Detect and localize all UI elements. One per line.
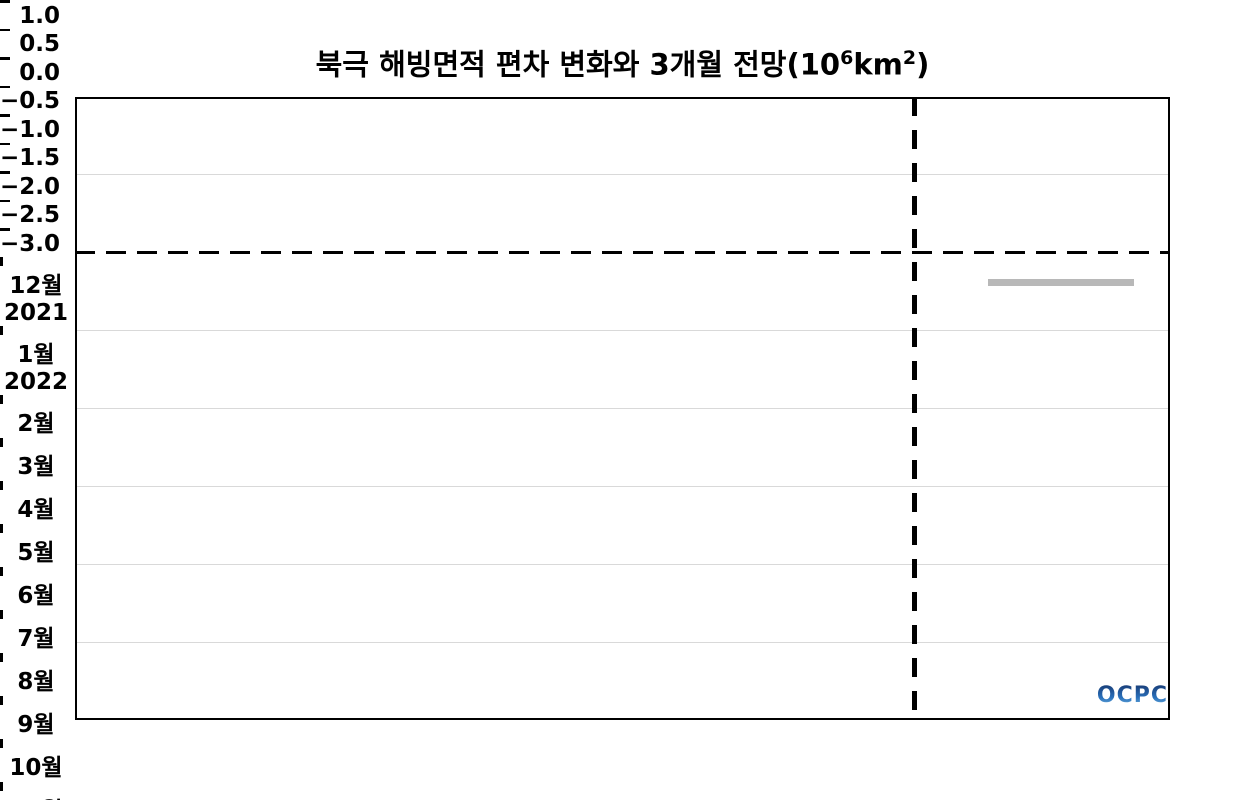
x-axis-tick (0, 609, 3, 619)
zero-line (75, 251, 1170, 255)
ocpc-logo: OCPC (1086, 683, 1168, 710)
x-axis-label: 6월 (17, 582, 55, 609)
y-axis-tick (0, 57, 10, 60)
x-axis-label: 9월 (17, 711, 55, 738)
gridline (77, 485, 1168, 487)
y-axis-tick (0, 28, 10, 31)
x-axis-tick (0, 480, 3, 490)
y-axis-label: −0.5 (0, 88, 61, 114)
y-axis-tick (0, 171, 10, 174)
x-axis-label: 3월 (17, 453, 55, 480)
chart-title-km: km (853, 47, 903, 82)
y-axis-tick (0, 114, 10, 117)
x-axis-label: 1월 (17, 341, 55, 368)
x-axis-tick (0, 738, 3, 748)
y-axis-label: 0.5 (19, 31, 60, 57)
x-axis-label: 12월 (9, 272, 63, 299)
y-axis-label: −2.5 (0, 202, 61, 228)
forecast-divider-line (912, 97, 917, 720)
chart-title-sup6: 6 (840, 47, 854, 69)
y-axis-label: −1.0 (0, 116, 61, 143)
x-axis-label: 5월 (17, 539, 55, 566)
x-axis-label: 2월 (17, 410, 55, 437)
x-axis-tick (0, 437, 3, 447)
y-axis-label: 1.0 (19, 2, 60, 29)
forecast-median-line (987, 278, 1134, 286)
chart-title-sup2: 2 (902, 47, 917, 69)
x-axis-tick (0, 566, 3, 576)
x-axis-label: 10월 (9, 754, 63, 781)
x-axis-tick (0, 523, 3, 533)
x-axis-label: 7월 (17, 625, 55, 652)
chart-title-main: 북극 해빙면적 편차 변화와 3개월 전망(10 (315, 47, 841, 82)
y-axis-tick (0, 142, 10, 145)
x-axis-tick (0, 256, 3, 266)
x-axis-label: 8월 (17, 668, 55, 695)
x-axis-tick (0, 695, 3, 705)
gridline (77, 641, 1168, 643)
y-axis-tick (0, 228, 10, 231)
y-axis-label: 0.0 (19, 59, 60, 86)
x-axis-label: 4월 (17, 496, 55, 523)
x-axis-year-label: 2022 (3, 368, 68, 395)
x-axis-tick (0, 652, 3, 662)
x-axis-label: 11월 (0, 791, 72, 800)
y-axis-tick (0, 0, 10, 3)
y-axis-label: −2.0 (0, 173, 61, 200)
x-axis-tick (0, 394, 3, 404)
chart-title: 북극 해빙면적 편차 변화와 3개월 전망(106km2) (75, 38, 1170, 85)
gridline (77, 563, 1168, 565)
x-axis-tick (0, 325, 3, 335)
gridline (77, 330, 1168, 332)
gridline (77, 407, 1168, 410)
y-axis-tick (0, 85, 10, 88)
gridline (77, 174, 1168, 176)
y-axis-label: −3.0 (0, 230, 61, 257)
x-axis-year-label: 2021 (3, 299, 68, 326)
y-axis-label: −1.5 (0, 145, 61, 171)
chart-title-close-paren: ) (916, 47, 930, 82)
y-axis-tick (0, 199, 10, 202)
x-axis-tick (0, 781, 3, 791)
